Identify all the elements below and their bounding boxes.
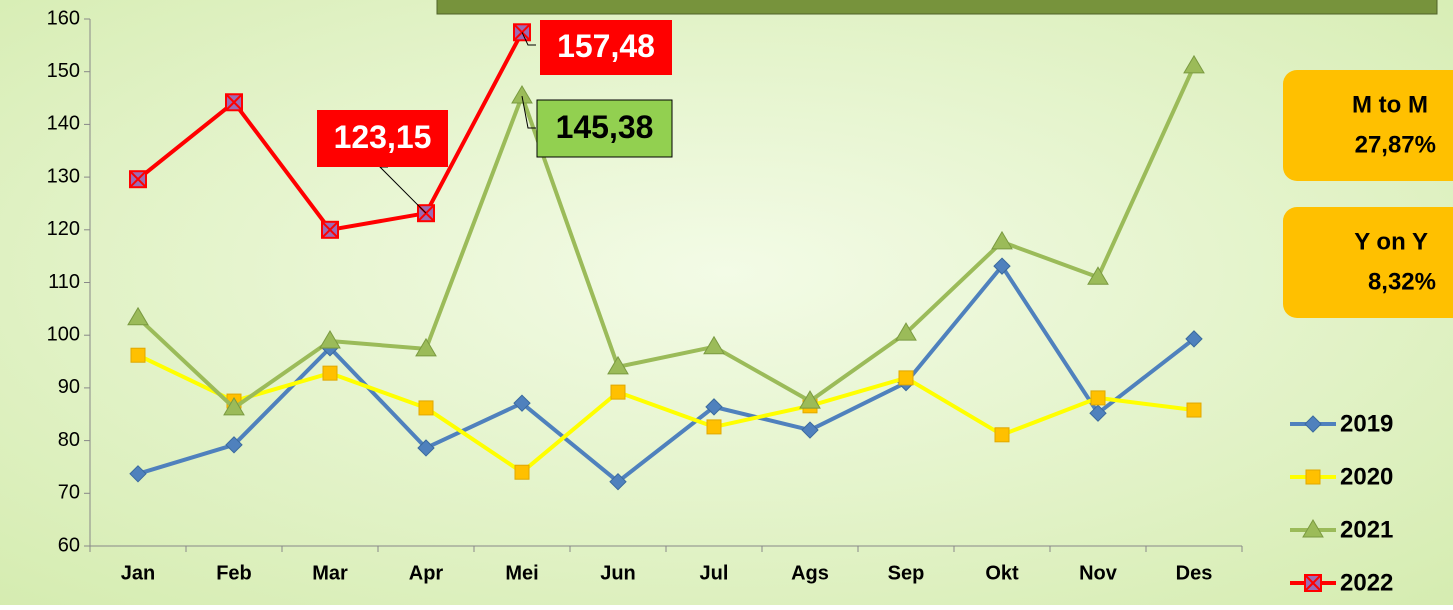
marker [1089, 404, 1107, 422]
marker [1302, 519, 1324, 538]
x-tick-label: Nov [1079, 562, 1118, 584]
label-box [317, 110, 448, 167]
leader [521, 32, 536, 46]
marker [319, 330, 341, 349]
y-tick-label: 160 [47, 7, 80, 29]
y-tick-label: 150 [47, 60, 80, 82]
marker [225, 436, 243, 454]
marker [993, 257, 1011, 275]
marker [321, 220, 339, 239]
side-box-title: M to M [1352, 91, 1428, 118]
marker [513, 394, 531, 412]
marker [223, 396, 245, 416]
label-box [536, 99, 673, 158]
marker [1185, 330, 1203, 348]
marker [225, 93, 243, 112]
x-tick-label: Ags [791, 562, 829, 584]
legend-label: 2019 [1340, 410, 1393, 437]
leader [521, 95, 536, 129]
marker [705, 398, 723, 416]
marker [609, 472, 627, 491]
marker [1087, 266, 1109, 285]
y-tick-label: 90 [58, 376, 80, 398]
marker [129, 170, 147, 189]
marker [994, 427, 1010, 443]
marker [511, 85, 533, 104]
side-box-title: Y on Y [1354, 228, 1428, 255]
marker [991, 230, 1013, 250]
legend-label: 2020 [1340, 463, 1393, 490]
marker-x [322, 222, 338, 238]
y-tick-label: 120 [47, 218, 80, 240]
x-tick-label: Jul [700, 562, 729, 584]
marker [129, 465, 147, 483]
marker [1183, 54, 1205, 74]
line [136, 65, 1196, 410]
label-box [540, 20, 672, 75]
marker [418, 400, 434, 416]
marker [703, 335, 725, 355]
y-tick-label: 130 [47, 165, 80, 187]
marker [1304, 415, 1322, 433]
marker [1090, 390, 1106, 406]
data-label: 123,15 [334, 119, 432, 155]
marker [514, 464, 530, 480]
x-tick-label: Mei [505, 562, 538, 584]
legend-label: 2022 [1340, 569, 1393, 596]
marker [610, 384, 626, 400]
x-tick-label: Jan [121, 562, 155, 584]
marker-x [226, 94, 242, 110]
marker [417, 439, 435, 457]
marker [607, 355, 629, 375]
marker-x [1305, 575, 1321, 591]
legend-label: 2021 [1340, 516, 1393, 543]
marker [1305, 469, 1321, 485]
marker [127, 306, 149, 326]
y-tick-label: 140 [47, 113, 80, 135]
data-label: 157,48 [557, 28, 655, 64]
marker-x [130, 171, 146, 187]
marker [1304, 574, 1322, 592]
x-tick-label: Des [1176, 562, 1213, 584]
line [137, 264, 1196, 484]
line [137, 353, 1195, 475]
side-box-value: 27,87% [1355, 131, 1436, 158]
marker [415, 337, 437, 357]
x-tick-label: Sep [888, 562, 925, 584]
marker [799, 390, 821, 409]
side-box [1283, 70, 1453, 181]
marker [322, 365, 338, 381]
marker [130, 347, 146, 363]
x-tick-label: Okt [985, 562, 1019, 584]
data-label: 145,38 [556, 109, 654, 145]
y-tick-label: 70 [58, 482, 80, 504]
x-tick-label: Apr [409, 562, 444, 584]
marker [895, 322, 917, 341]
side-box [1283, 207, 1453, 318]
marker [1186, 402, 1202, 418]
marker [801, 421, 819, 439]
y-tick-label: 80 [58, 429, 80, 451]
x-tick-label: Mar [312, 562, 348, 584]
y-tick-label: 60 [58, 534, 80, 556]
y-tick-label: 100 [47, 323, 80, 345]
marker [898, 370, 914, 386]
marker [706, 419, 722, 435]
banner [436, 0, 1438, 15]
x-tick-label: Jun [600, 562, 636, 584]
y-tick-label: 110 [48, 271, 80, 293]
side-box-value: 8,32% [1368, 268, 1436, 295]
x-tick-label: Feb [216, 562, 252, 584]
